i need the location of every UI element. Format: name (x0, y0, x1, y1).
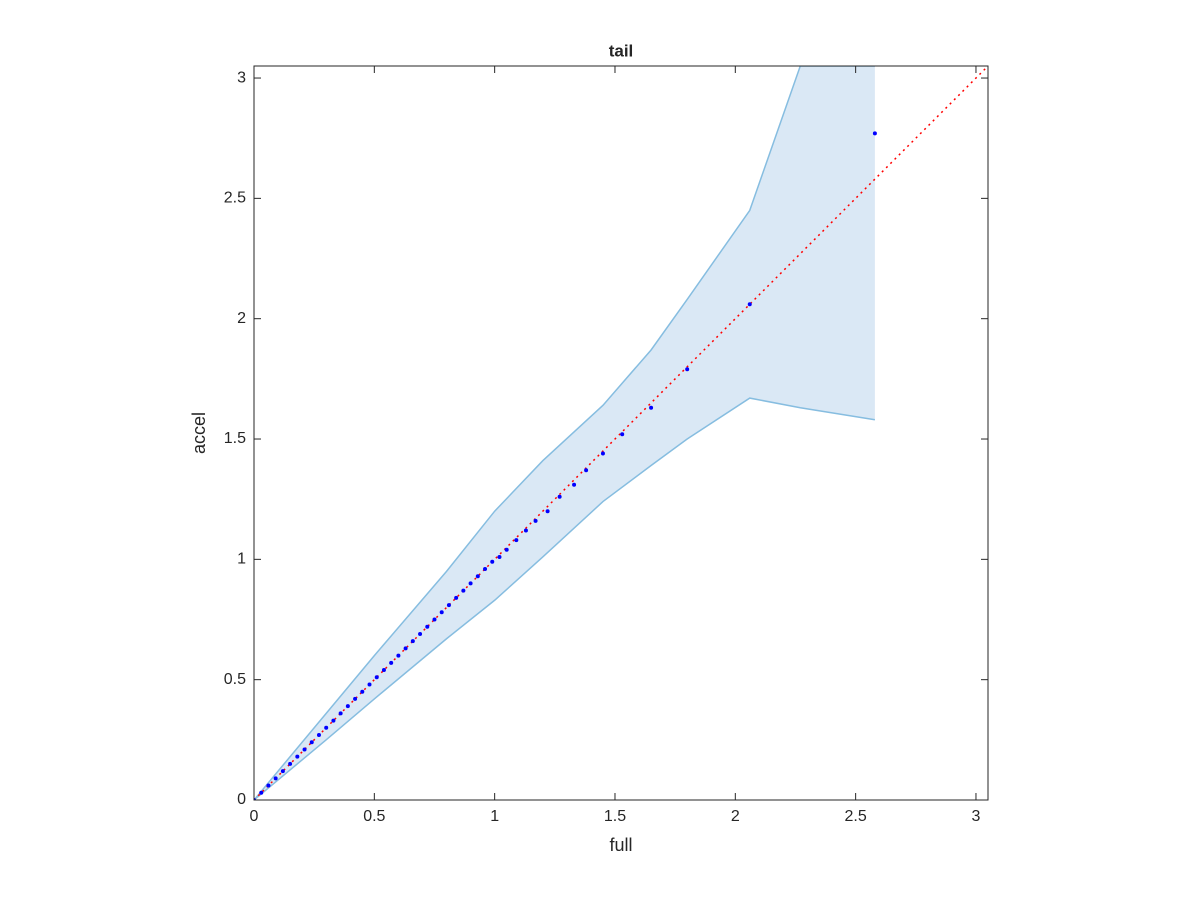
data-point (497, 554, 502, 559)
reference-line (254, 66, 988, 800)
data-point (389, 660, 394, 665)
x-tick-label: 0 (250, 808, 259, 825)
data-point (338, 711, 343, 716)
data-point (396, 653, 401, 658)
data-point (514, 538, 519, 543)
data-point (468, 581, 473, 586)
axes-box (253, 65, 989, 801)
data-point (454, 595, 459, 600)
y-tick-label: 1 (237, 551, 246, 568)
y-tick-label: 0 (237, 791, 246, 808)
data-point (572, 482, 577, 487)
x-tick-label: 0.5 (363, 808, 385, 825)
y-axis-label: accel (189, 412, 209, 454)
data-point (266, 783, 271, 788)
confidence-band (254, 66, 875, 800)
data-point (523, 528, 528, 533)
data-point (747, 302, 752, 307)
data-point (331, 718, 336, 723)
data-point (620, 432, 625, 437)
data-point (353, 696, 358, 701)
data-point (324, 725, 329, 730)
x-tick-label: 2 (731, 808, 740, 825)
data-point (259, 790, 264, 795)
data-point (273, 776, 278, 781)
data-point (295, 754, 300, 759)
data-point (872, 131, 877, 136)
data-point (316, 733, 321, 738)
data-point (374, 675, 379, 680)
data-point (302, 747, 307, 752)
y-tick-label: 3 (237, 69, 246, 86)
data-point (461, 588, 466, 593)
data-point (439, 610, 444, 615)
data-point (288, 761, 293, 766)
data-point (557, 494, 562, 499)
data-point (490, 559, 495, 564)
data-point (410, 639, 415, 644)
x-tick-label: 1.5 (604, 808, 626, 825)
data-point (309, 740, 314, 745)
y-tick-label: 2 (237, 310, 246, 327)
data-point (367, 682, 372, 687)
data-point (483, 566, 488, 571)
data-point (475, 574, 480, 579)
x-tick-label: 3 (972, 808, 981, 825)
data-point (418, 631, 423, 636)
plot-area (254, 66, 988, 800)
data-point (381, 668, 386, 673)
band-lower (254, 397, 876, 800)
data-point (403, 646, 408, 651)
data-point (345, 704, 350, 709)
y-tick-label: 1.5 (224, 430, 246, 447)
data-point (649, 405, 654, 410)
x-tick-label: 2.5 (845, 808, 867, 825)
y-tick-label: 2.5 (224, 190, 246, 207)
data-point (600, 451, 605, 456)
data-point (432, 617, 437, 622)
data-point (280, 769, 285, 774)
data-point (533, 518, 538, 523)
data-point (360, 689, 365, 694)
data-point (425, 624, 430, 629)
data-point (446, 603, 451, 608)
x-axis-label: full (609, 835, 632, 855)
data-point (504, 547, 509, 552)
data-point (685, 367, 690, 372)
y-tick-label: 0.5 (224, 671, 246, 688)
chart-title: tail (609, 41, 634, 60)
data-point (584, 468, 589, 473)
data-point (545, 509, 550, 514)
band-upper (254, 66, 875, 800)
x-tick-label: 1 (490, 808, 499, 825)
